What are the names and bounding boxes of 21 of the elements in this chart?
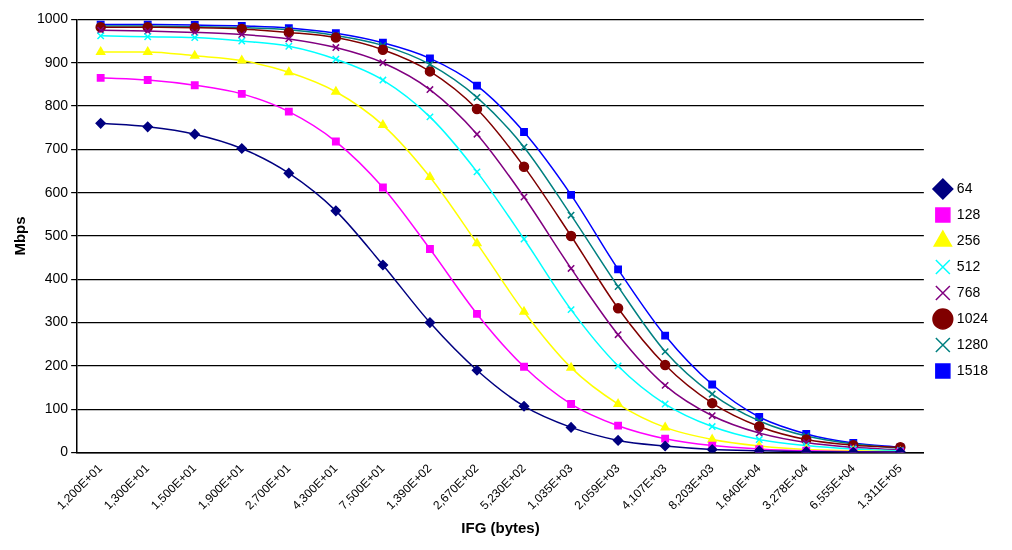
y-tick-label: 100 <box>44 400 69 417</box>
y-tick-label: 0 <box>60 443 69 460</box>
y-tick-label: 700 <box>44 140 69 157</box>
y-tick-label: 800 <box>44 96 69 113</box>
legend-label: 128 <box>956 205 981 222</box>
legend-label: 1024 <box>956 309 989 326</box>
y-tick-label: 1000 <box>36 10 69 27</box>
y-tick-label: 900 <box>44 53 69 70</box>
legend-label: 256 <box>956 231 981 248</box>
x-axis-title: IFG (bytes) <box>461 519 540 537</box>
legend-label: 512 <box>956 257 981 274</box>
y-tick-label: 600 <box>44 183 69 200</box>
legend-label: 1518 <box>956 361 989 378</box>
legend-label: 1280 <box>956 335 989 352</box>
y-tick-label: 500 <box>44 226 69 243</box>
y-tick-label: 300 <box>44 313 69 330</box>
legend-label: 64 <box>956 179 973 196</box>
y-tick-label: 200 <box>44 356 69 373</box>
legend-label: 768 <box>956 283 981 300</box>
y-axis-title: Mbps <box>11 216 29 256</box>
y-tick-label: 400 <box>44 270 69 287</box>
